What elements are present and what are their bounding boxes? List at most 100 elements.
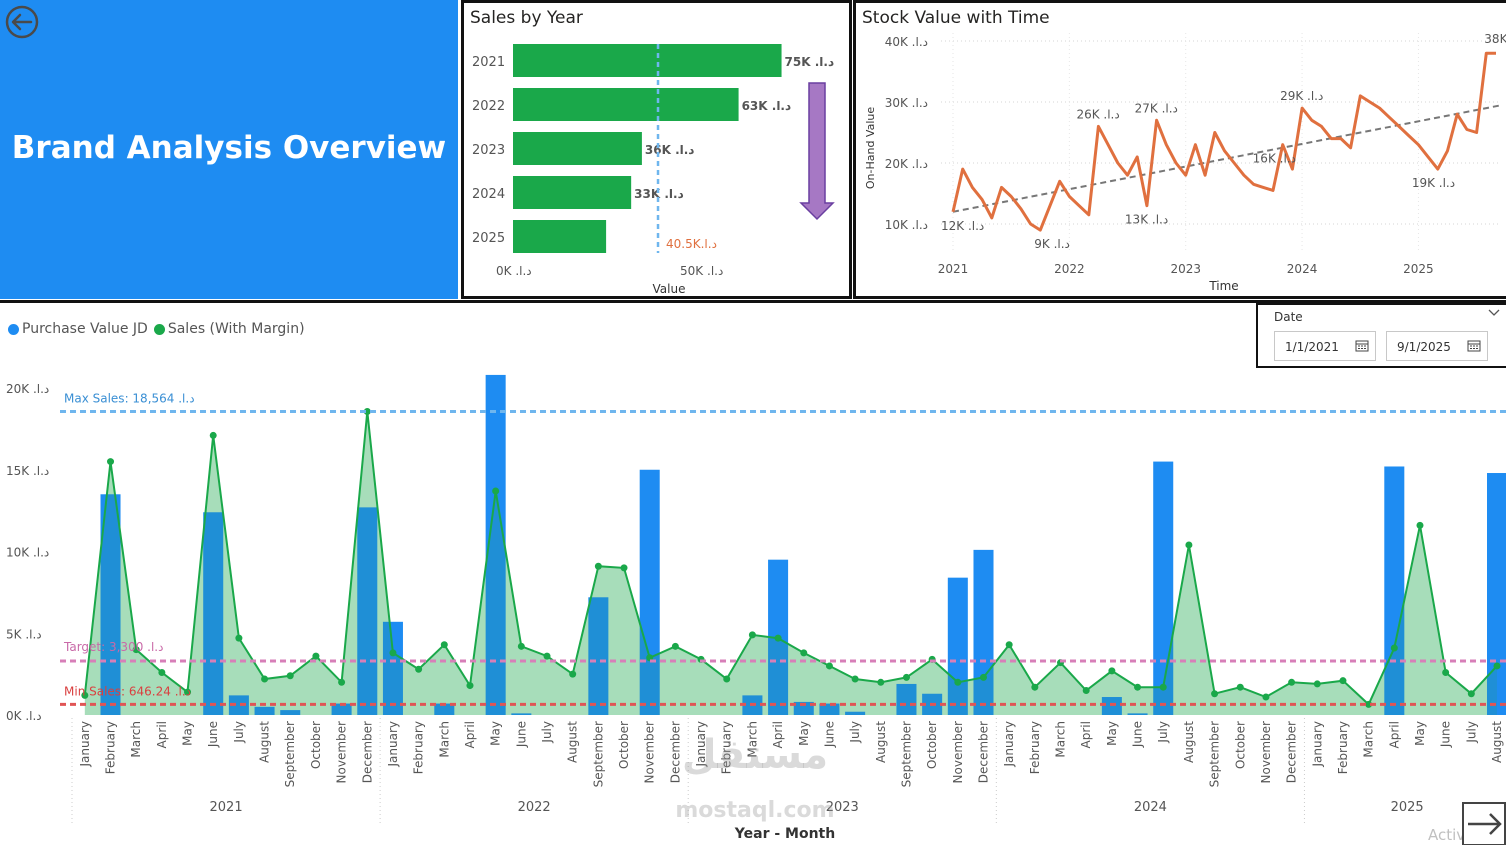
x-axis-title: Time — [1208, 279, 1238, 293]
year-label: 2022 — [472, 99, 505, 114]
sales-point — [415, 665, 423, 673]
month-tick-label: July — [1464, 721, 1478, 744]
title-panel: Brand Analysis Overview — [0, 0, 458, 299]
sales-point — [748, 631, 756, 639]
sales-by-year-panel[interactable]: Sales by Year 2021 75K .د.ا 2022 63K .د.ا 20… — [461, 0, 852, 299]
sales-point — [1339, 677, 1347, 685]
month-tick-label: September — [283, 721, 297, 787]
month-tick-label: April — [155, 721, 169, 748]
purchase-bar — [1101, 697, 1122, 715]
sales-point — [569, 670, 577, 678]
year-tick-label: 2021 — [210, 800, 243, 815]
legend-label-sales: Sales (With Margin) — [167, 321, 305, 337]
sales-point — [1236, 683, 1244, 691]
sales-point — [671, 642, 679, 650]
sales-point — [1082, 686, 1090, 694]
year-tick-label: 2023 — [826, 800, 859, 815]
chevron-down-icon[interactable] — [1488, 309, 1500, 317]
stock-value-line — [951, 51, 1496, 232]
month-tick-label: September — [899, 721, 913, 787]
sales-point — [209, 431, 217, 439]
sales-point — [81, 691, 89, 699]
sales-by-year-chart[interactable]: 2021 75K .د.ا 2022 63K .د.ا 2023 36K .د.ا 2024… — [464, 3, 849, 296]
month-tick-label: October — [925, 721, 939, 769]
date-slicer[interactable]: Date 1/1/2021 9/1/2025 — [1256, 303, 1506, 368]
stock-value-chart[interactable]: 10K .د.ا 20K .د.ا 30K .د.ا 40K .د.ا 2021 2022… — [856, 3, 1506, 296]
monthly-sales-chart[interactable]: 0K .د.ا 5K .د.ا 10K .د.ا 15K .د.ا 20K .د.ا Ma… — [0, 303, 1506, 845]
x-axis-title: Value — [653, 282, 686, 296]
sales-bar — [513, 44, 782, 77]
month-tick-label: July — [540, 721, 554, 744]
sales-point — [543, 652, 551, 660]
month-tick-label: December — [1285, 721, 1299, 783]
year-tick-label: 2022 — [518, 800, 551, 815]
month-tick-label: November — [1259, 721, 1273, 783]
x-tick-label: 2025 — [1403, 262, 1434, 276]
sales-point — [389, 649, 397, 657]
sales-bar — [513, 132, 642, 165]
sales-bar — [513, 176, 632, 209]
x-tick-label: 2024 — [1287, 262, 1318, 276]
legend-item-purchase[interactable]: Purchase Value JD — [8, 321, 148, 337]
purchase-bar — [1127, 713, 1148, 715]
legend-item-sales[interactable]: Sales (With Margin) — [153, 321, 305, 337]
year-label: 2024 — [472, 187, 505, 202]
purchase-bar — [819, 703, 840, 715]
month-tick-label: January — [386, 721, 400, 768]
month-tick-label: May — [1105, 721, 1119, 746]
purchase-bar — [793, 701, 814, 715]
legend-dot-blue — [8, 323, 19, 335]
purchase-bar — [896, 683, 917, 715]
x-axis-title: Year - Month — [734, 826, 835, 842]
line-data-label: 19K .د.ا — [1412, 176, 1455, 190]
sales-point — [1108, 667, 1116, 675]
calendar-icon[interactable] — [1355, 339, 1369, 352]
month-tick-label: June — [822, 721, 836, 748]
chart-legend: Purchase Value JD Sales (With Margin) — [8, 321, 305, 337]
y-tick-label: 5K .د.ا — [6, 627, 42, 641]
line-data-label: 13K .د.ا — [1125, 213, 1168, 227]
purchase-bar — [845, 711, 866, 715]
calendar-icon[interactable] — [1467, 339, 1481, 352]
month-tick-label: December — [360, 721, 374, 783]
end-date-input[interactable]: 9/1/2025 — [1386, 331, 1488, 361]
month-tick-label: July — [848, 721, 862, 744]
x-tick-label: 50K .د.ا — [680, 264, 723, 278]
back-arrow-icon[interactable] — [4, 4, 40, 40]
sales-point — [800, 649, 808, 657]
purchase-bar — [203, 512, 224, 715]
purchase-bar — [434, 703, 455, 715]
purchase-bar — [511, 713, 532, 715]
month-tick-label: June — [1439, 721, 1453, 748]
month-tick-label: September — [1208, 721, 1222, 787]
bar-data-label: 36K .د.ا — [645, 143, 695, 157]
sales-point — [902, 673, 910, 681]
sales-point — [723, 675, 731, 683]
purchase-bar — [382, 621, 403, 715]
bar-data-label: 75K .د.ا — [785, 55, 835, 69]
month-tick-label: August — [1490, 721, 1504, 763]
sales-point — [184, 688, 192, 696]
purchase-bar — [1486, 473, 1506, 715]
month-tick-label: February — [104, 721, 118, 774]
sales-point — [286, 672, 294, 680]
stock-value-panel[interactable]: Stock Value with Time 10K .د.ا 20K .د.ا 30… — [853, 0, 1506, 299]
monthly-sales-panel[interactable]: Purchase Value JD Sales (With Margin) 0K… — [0, 300, 1506, 845]
purchase-bar — [331, 703, 352, 715]
watermark-text: mostaql.com — [675, 798, 835, 823]
line-data-label: 27K .د.ا — [1135, 101, 1178, 115]
sales-point — [235, 634, 243, 642]
month-tick-label: February — [1336, 721, 1350, 774]
month-tick-label: December — [668, 721, 682, 783]
next-page-icon[interactable] — [1462, 802, 1506, 845]
month-tick-label: February — [412, 721, 426, 774]
trend-down-arrow-icon — [799, 82, 835, 221]
sales-point — [851, 675, 859, 683]
sales-point — [1467, 690, 1475, 698]
purchase-bar — [588, 597, 609, 715]
month-tick-label: December — [976, 721, 990, 783]
purchase-bar — [254, 706, 275, 715]
start-date-input[interactable]: 1/1/2021 — [1274, 331, 1376, 361]
x-tick-label: 0K .د.ا — [496, 264, 532, 278]
page-title: Brand Analysis Overview — [11, 130, 447, 166]
